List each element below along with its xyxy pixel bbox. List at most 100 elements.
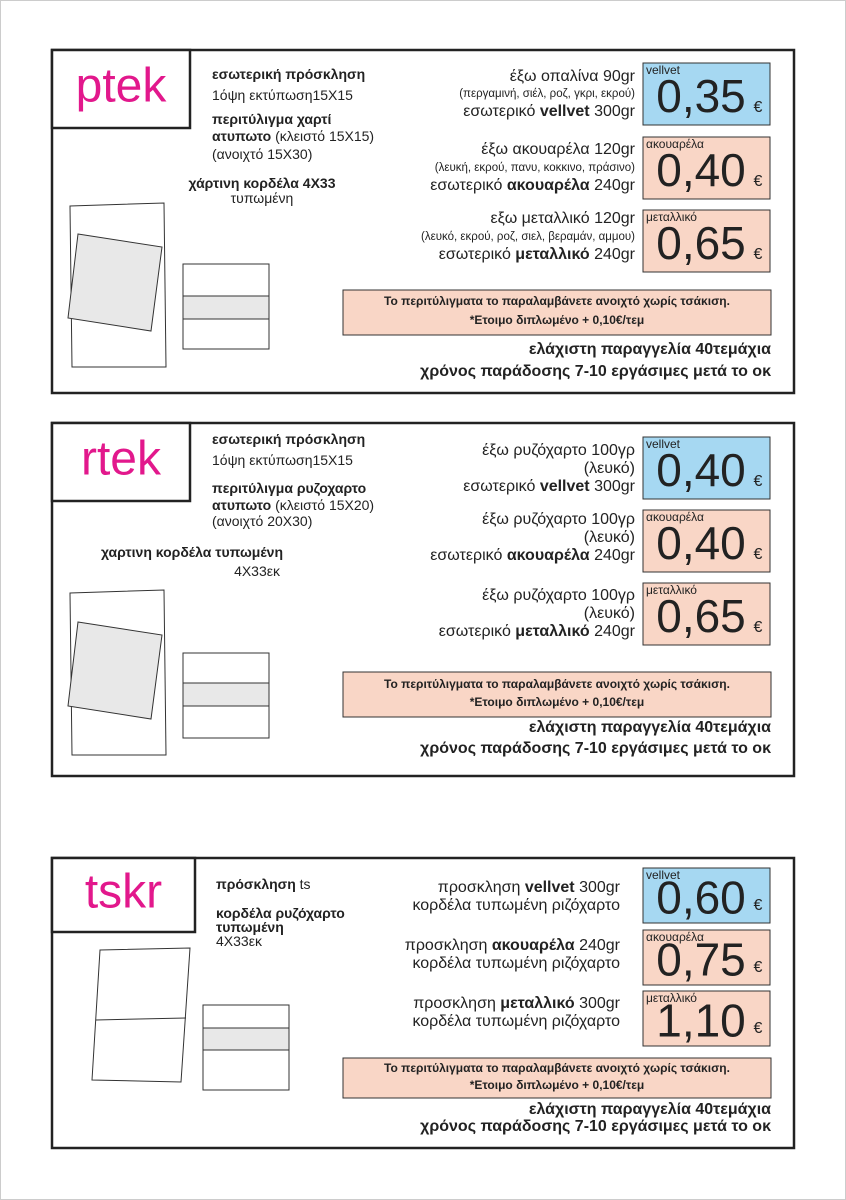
price-box — [642, 209, 771, 273]
text-part: (περγαμινή, σιέλ, ροζ, γκρι, εκρού) — [459, 88, 635, 100]
text-line: εσωτερική πρόσκληση — [212, 66, 365, 82]
text-line: εσωτερικό ακουαρέλα 240gr — [430, 547, 635, 564]
section-box — [50, 421, 796, 778]
price: 0,40 — [656, 144, 746, 196]
text-part: 1όψη εκτύπωση15Χ15 — [212, 87, 353, 103]
text-part: ts — [300, 876, 311, 892]
text-part: εσωτερική πρόσκληση — [212, 66, 365, 82]
text-part: 4Χ33εκ — [216, 933, 263, 949]
text-part: προσκληση — [438, 879, 525, 896]
product-code: ptek — [76, 60, 168, 113]
text-part: μεταλλικό — [515, 246, 590, 263]
ribbon-band — [182, 295, 270, 320]
price: 0,65 — [656, 590, 746, 642]
text-line: εσωτερικό vellvet 300gr — [463, 103, 635, 120]
text-line: κορδέλα ρυζόχαρτο — [216, 905, 345, 921]
text-part: έξω οπαλίνα 90gr — [510, 68, 636, 85]
text-line: έξω ακουαρέλα 120gr — [481, 141, 635, 158]
text-part: έξω ρυζόχαρτο 100γρ — [482, 587, 635, 604]
price-tag: μεταλλικό — [646, 583, 697, 597]
text-part: 300gr — [590, 103, 636, 120]
text-part: 1όψη εκτύπωση15Χ15 — [212, 452, 353, 468]
text-line: χάρτινη κορδέλα 4Χ33 — [189, 175, 336, 191]
price-box — [642, 62, 771, 126]
text-part: 240gr — [575, 937, 621, 954]
text-line: (ανοιχτό 15Χ30) — [212, 146, 312, 162]
price: 1,10 — [656, 995, 746, 1047]
note-line: *Ετοιμο διπλωμένο + 0,10€/τεμ — [470, 1078, 645, 1092]
price-tag: vellvet — [646, 868, 681, 882]
text-part: (ανοιχτό 20Χ30) — [212, 513, 312, 529]
text-part: ατυπωτο — [212, 128, 271, 144]
ribbon-band — [202, 1027, 290, 1051]
text-part: 300gr — [590, 478, 636, 495]
text-part: (κλειστό 15Χ20) — [271, 497, 374, 513]
note-line: *Ετοιμο διπλωμένο + 0,10€/τεμ — [470, 313, 645, 327]
text-part: 240gr — [590, 177, 636, 194]
price-box — [642, 136, 771, 200]
text-part: ακουαρέλα — [507, 547, 590, 564]
text-line: προσκληση vellvet 300gr — [438, 879, 621, 896]
text-part: κορδέλα τυπωμένη ριζόχαρτο — [412, 955, 620, 972]
text-part: 300gr — [575, 995, 621, 1012]
price-tag: vellvet — [646, 63, 681, 77]
note-line: Το περιτύλιγματα το παραλαμβάνετε ανοιχτ… — [384, 294, 730, 308]
text-line: (περγαμινή, σιέλ, ροζ, γκρι, εκρού) — [459, 88, 635, 100]
code-box — [50, 856, 197, 934]
text-part: εξω μεταλλικό 120gr — [490, 210, 635, 227]
text-line: (λευκό) — [584, 529, 635, 546]
text-line: (ανοιχτό 20Χ30) — [212, 513, 312, 529]
footer-line: χρόνος παράδοσης 7-10 εργάσιμες μετά το … — [420, 740, 771, 757]
footer-line: χρόνος παράδοσης 7-10 εργάσιμες μετά το … — [420, 1118, 771, 1135]
text-part: μεταλλικό — [515, 623, 590, 640]
text-line: τυπωμένη — [216, 919, 284, 935]
card-front — [67, 621, 163, 720]
code-box — [50, 48, 192, 130]
text-part: μεταλλικό — [500, 995, 575, 1012]
text-part: τυπωμένη — [216, 919, 284, 935]
currency: € — [754, 473, 763, 490]
currency: € — [754, 959, 763, 976]
price-tag: μεταλλικό — [646, 210, 697, 224]
text-line: 4Χ33εκ — [234, 563, 281, 579]
note-line: Το περιτύλιγματα το παραλαμβάνετε ανοιχτ… — [384, 677, 730, 691]
price: 0,35 — [656, 70, 746, 122]
text-part: 240gr — [590, 623, 636, 640]
note-line: Το περιτύλιγματα το παραλαμβάνετε ανοιχτ… — [384, 1061, 730, 1075]
footer-line: ελάχιστη παραγγελία 40τεμάχια — [529, 341, 771, 358]
text-line: τυπωμένη — [231, 190, 294, 206]
text-part: 240gr — [590, 547, 636, 564]
text-line: εσωτερικό ακουαρέλα 240gr — [430, 177, 635, 194]
product-code: tskr — [85, 866, 162, 919]
text-part: 300gr — [575, 879, 621, 896]
text-part: εσωτερικό — [430, 177, 507, 194]
text-part: εσωτερική πρόσκληση — [212, 431, 365, 447]
text-line: κορδέλα τυπωμένη ριζόχαρτο — [412, 1013, 620, 1030]
text-part: ακουαρέλα — [507, 177, 590, 194]
text-part: έξω ακουαρέλα 120gr — [481, 141, 635, 158]
card-fold — [95, 1017, 187, 1021]
text-line: περιτύλιγμα ρυζοχαρτο — [212, 480, 366, 496]
price-box — [642, 867, 771, 924]
currency: € — [754, 1020, 763, 1037]
text-part: vellvet — [540, 103, 590, 120]
price: 0,65 — [656, 217, 746, 269]
text-line: έξω ρυζόχαρτο 100γρ — [482, 442, 635, 459]
text-part: (λευκό) — [584, 529, 635, 546]
card-front — [67, 233, 163, 332]
text-part: χάρτινη κορδέλα 4Χ33 — [189, 175, 336, 191]
text-line: ατυπωτο (κλειστό 15Χ15) — [212, 128, 374, 144]
text-line: 1όψη εκτύπωση15Χ15 — [212, 87, 353, 103]
text-line: 1όψη εκτύπωση15Χ15 — [212, 452, 353, 468]
text-line: 4Χ33εκ — [216, 933, 263, 949]
text-line: ατυπωτο (κλειστό 15Χ20) — [212, 497, 374, 513]
text-part: 4Χ33εκ — [234, 563, 281, 579]
text-line: εσωτερικό vellvet 300gr — [463, 478, 635, 495]
text-line: (λευκή, εκρού, πανυ, κοκκινο, πράσινο) — [435, 162, 635, 174]
text-part: εσωτερικό — [430, 547, 507, 564]
price-tag: ακουαρέλα — [646, 930, 704, 944]
text-part: κορδέλα τυπωμένη ριζόχαρτο — [412, 1013, 620, 1030]
price: 0,40 — [656, 444, 746, 496]
text-part: κορδέλα ρυζόχαρτο — [216, 905, 345, 921]
text-part: πρόσκληση — [216, 876, 300, 892]
